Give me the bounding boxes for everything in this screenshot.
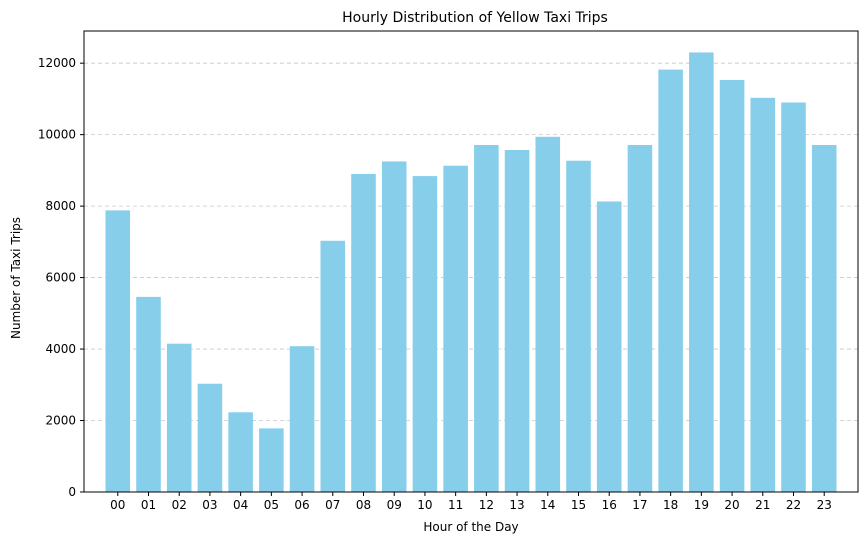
x-tick-label: 13 [509, 498, 524, 512]
x-tick-label: 04 [233, 498, 248, 512]
y-tick-label: 2000 [45, 414, 76, 428]
bar-16 [596, 201, 622, 493]
bar-00 [105, 210, 131, 492]
x-tick-label: 14 [540, 498, 555, 512]
bar-11 [443, 165, 468, 492]
bar-18 [658, 69, 683, 493]
bar-12 [474, 144, 499, 493]
x-tick-label: 16 [602, 498, 617, 512]
bar-21 [750, 97, 776, 492]
x-tick-label: 19 [694, 498, 709, 512]
x-tick-label: 11 [448, 498, 463, 512]
x-tick-label: 00 [110, 498, 125, 512]
y-tick-label: 10000 [38, 128, 76, 142]
x-tick-label: 18 [663, 498, 678, 512]
y-tick-label: 8000 [45, 199, 76, 213]
bar-22 [781, 102, 806, 492]
x-tick-label: 21 [755, 498, 770, 512]
bar-07 [320, 240, 346, 492]
x-tick-label: 23 [817, 498, 832, 512]
x-tick-label: 03 [202, 498, 217, 512]
x-tick-label: 22 [786, 498, 801, 512]
bar-04 [228, 412, 253, 492]
chart-title: Hourly Distribution of Yellow Taxi Trips [342, 10, 608, 26]
plot-frame [83, 30, 859, 493]
y-tick-label: 4000 [45, 342, 76, 356]
bar-05 [259, 428, 284, 492]
bar-19 [689, 52, 714, 492]
bar-17 [627, 144, 653, 493]
y-tick-label: 12000 [38, 56, 76, 70]
y-axis-label: Number of Taxi Trips [9, 217, 23, 339]
axes-frame [83, 30, 859, 493]
bars [105, 52, 837, 493]
x-tick-label: 08 [356, 498, 371, 512]
y-tick-label: 6000 [45, 271, 76, 285]
x-tick-label: 12 [479, 498, 494, 512]
y-tick-label: 0 [68, 485, 76, 499]
bar-15 [566, 160, 591, 492]
bar-02 [166, 343, 192, 492]
x-tick-label: 15 [571, 498, 586, 512]
bar-23 [811, 144, 837, 493]
x-tick-label: 06 [294, 498, 309, 512]
bar-09 [381, 161, 407, 492]
bar-13 [504, 150, 530, 492]
bar-03 [197, 383, 223, 492]
x-axis-ticks: 00 01 02 03 04 05 06 07 08 09 10 11 12 13 14 15 16 17 18 19… [110, 492, 832, 512]
x-tick-label: 07 [325, 498, 340, 512]
bar-01 [136, 296, 161, 492]
x-tick-label: 09 [387, 498, 402, 512]
x-tick-label: 01 [141, 498, 156, 512]
x-tick-label: 02 [172, 498, 187, 512]
x-tick-label: 10 [417, 498, 432, 512]
y-axis-ticks: 0 2000 4000 6000 8000 10000 12000 [38, 56, 84, 499]
bar-20 [719, 79, 745, 492]
x-tick-label: 17 [632, 498, 647, 512]
x-tick-label: 05 [264, 498, 279, 512]
bar-06 [289, 346, 315, 492]
x-tick-label: 20 [724, 498, 739, 512]
bar-08 [351, 173, 376, 492]
bar-14 [535, 136, 561, 492]
bar-10 [412, 176, 438, 493]
x-axis-label: Hour of the Day [423, 520, 518, 534]
